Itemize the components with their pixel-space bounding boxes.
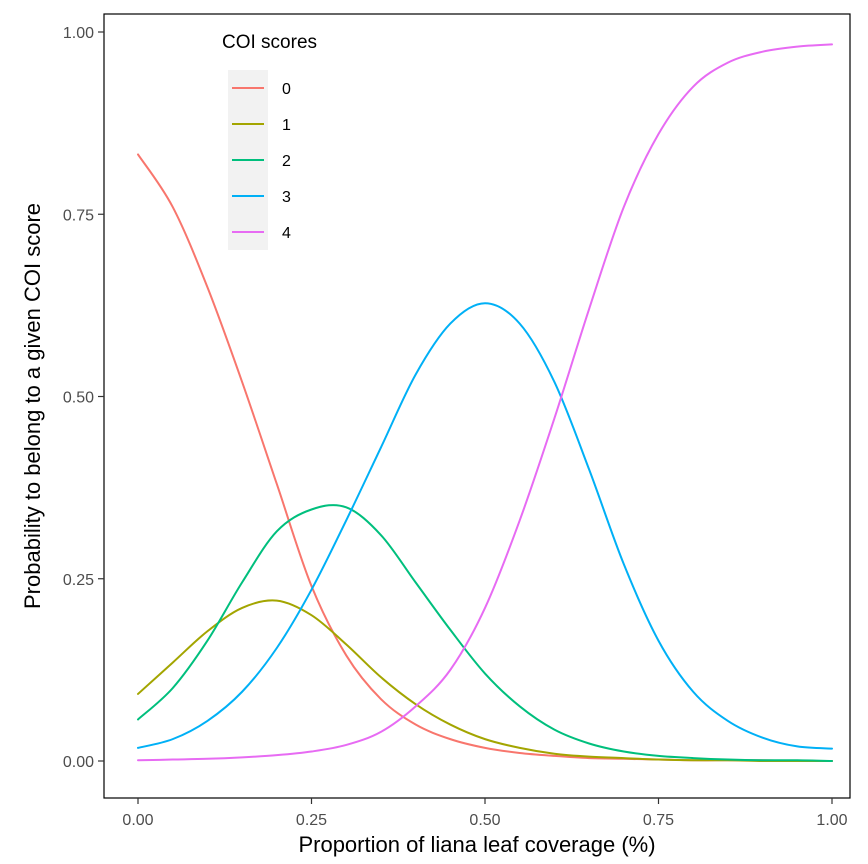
legend-label-2: 2 — [282, 153, 291, 170]
legend-label-3: 3 — [282, 189, 291, 206]
x-tick-label: 1.00 — [816, 812, 847, 829]
legend-label-1: 1 — [282, 117, 291, 134]
y-tick-label: 0.75 — [63, 207, 94, 224]
y-tick-label: 0.00 — [63, 754, 94, 771]
y-axis: 0.00 0.25 0.50 0.75 1.00 — [63, 25, 104, 771]
series-line-1 — [137, 599, 833, 763]
x-tick-label: 0.00 — [122, 812, 153, 829]
legend-label-4: 4 — [282, 225, 291, 242]
legend-title: COI scores — [222, 32, 317, 53]
series-line-2 — [137, 504, 833, 762]
y-tick-label: 0.25 — [63, 572, 94, 589]
legend: COI scores 0 1 2 3 4 — [222, 32, 317, 250]
series-line-4 — [137, 43, 833, 762]
x-tick-label: 0.75 — [643, 812, 674, 829]
x-axis: 0.00 0.25 0.50 0.75 1.00 — [122, 798, 848, 829]
y-tick-label: 0.50 — [63, 390, 94, 407]
series-layer — [137, 43, 833, 763]
x-tick-label: 0.50 — [469, 812, 500, 829]
y-tick-label: 1.00 — [63, 25, 94, 42]
plot-panel — [103, 13, 851, 799]
y-axis-title: Probability to belong to a given COI sco… — [20, 203, 45, 609]
x-tick-label: 0.25 — [296, 812, 327, 829]
legend-label-0: 0 — [282, 81, 291, 98]
series-line-3 — [137, 302, 833, 750]
x-axis-title: Proportion of liana leaf coverage (%) — [298, 832, 655, 857]
